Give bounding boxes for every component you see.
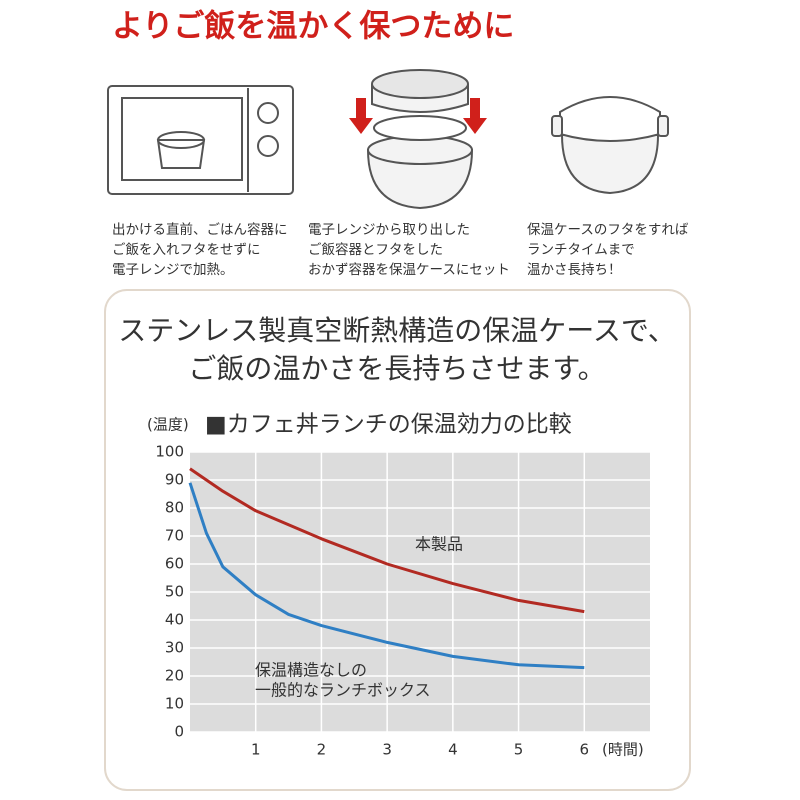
y-tick-label: 0: [174, 723, 184, 741]
y-tick-label: 10: [165, 695, 184, 713]
step-caption: おかず容器を保温ケースにセット: [308, 261, 510, 278]
y-tick-label: 100: [155, 443, 184, 461]
x-axis-label: (時間): [602, 741, 644, 759]
annotation: 保温構造なしの: [255, 661, 367, 680]
microwave-illustration: [107, 85, 294, 195]
headline: ご飯の温かさを長持ちさせます。: [188, 352, 605, 385]
step-caption: 電子レンジで加熱。: [112, 262, 234, 278]
bowl-illustration: [349, 69, 487, 210]
chart-title: ■カフェ丼ランチの保温効力の比較: [205, 412, 572, 438]
series-label: 本製品: [415, 535, 463, 554]
line-series: [189, 467, 585, 614]
y-tick-label: 80: [165, 499, 184, 517]
step-caption: ランチタイムまで: [527, 242, 635, 258]
x-tick-label: 6: [580, 741, 590, 759]
step-caption: ご飯容器とフタをした: [308, 241, 443, 258]
annotation: 一般的なランチボックス: [255, 681, 431, 700]
y-axis-label: (温度): [147, 416, 189, 434]
y-tick-label: 60: [165, 555, 184, 573]
container-illustration: [551, 96, 669, 195]
step-caption: 温かさ長持ち！: [527, 262, 622, 278]
y-tick-label: 70: [165, 527, 184, 545]
line-series: [188, 482, 585, 670]
y-tick-label: 30: [165, 639, 184, 657]
y-tick-label: 40: [165, 611, 184, 629]
y-tick-label: 90: [165, 471, 184, 489]
x-tick-label: 2: [317, 741, 327, 759]
x-tick-label: 3: [382, 741, 392, 759]
step-caption: 電子レンジから取り出した: [308, 222, 470, 238]
step-caption: ご飯を入れフタをせずに: [112, 242, 261, 258]
headline: ステンレス製真空断熱構造の保温ケースで、: [118, 314, 675, 347]
y-tick-label: 50: [165, 583, 184, 601]
x-tick-label: 1: [251, 741, 261, 759]
step-caption: 出かける直前、ごはん容器に: [112, 221, 288, 238]
x-tick-label: 4: [448, 741, 458, 759]
x-tick-label: 5: [514, 741, 524, 759]
y-tick-label: 20: [165, 667, 184, 685]
step-caption: 保温ケースのフタをすれば: [527, 222, 689, 238]
panel: [104, 289, 691, 791]
page-title: よりご飯を温かく保つために: [112, 9, 514, 45]
